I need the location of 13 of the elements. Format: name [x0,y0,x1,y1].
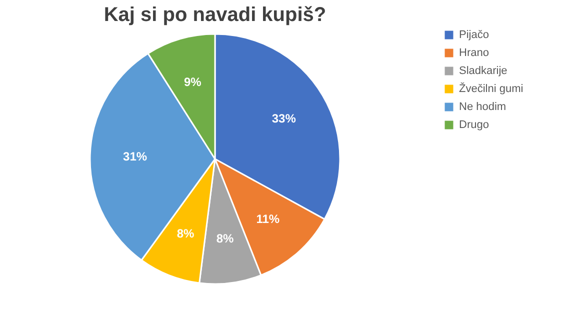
data-label: 31% [123,149,148,164]
data-label: 33% [272,111,296,126]
legend-label: Sladkarije [459,65,508,77]
legend-label: Ne hodim [459,101,506,113]
legend-label: Drugo [459,119,489,131]
data-label: 8% [216,231,234,246]
chart-title: Kaj si po navadi kupiš? [104,4,326,26]
legend-label: Hrano [459,47,489,59]
data-label: 11% [256,212,280,226]
data-label: 8% [176,226,195,240]
legend-label: Žvečilni gumi [459,82,524,95]
legend-label: Pijačo [459,29,489,41]
data-label: 9% [184,75,202,90]
